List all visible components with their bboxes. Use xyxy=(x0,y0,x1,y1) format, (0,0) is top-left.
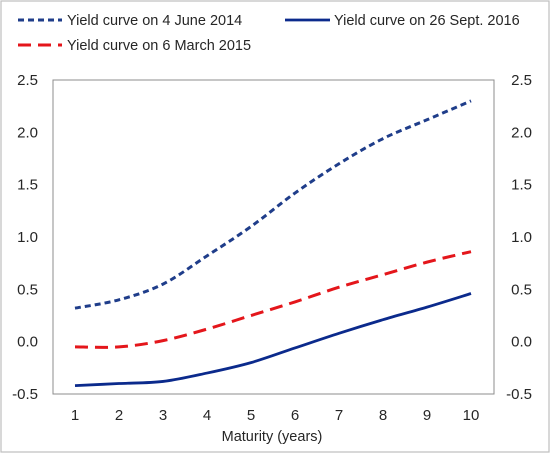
y-axis-left: -0.5 0.0 0.5 1.0 1.5 2.0 2.5 xyxy=(12,72,38,403)
y-tick-left-label: -0.5 xyxy=(12,386,38,403)
x-tick-label: 1 xyxy=(71,407,79,424)
legend-label-series-1: Yield curve on 4 June 2014 xyxy=(67,13,242,29)
series-line-3 xyxy=(74,292,472,388)
x-tick-label: 9 xyxy=(423,407,431,424)
legend-label-series-2: Yield curve on 6 March 2015 xyxy=(67,38,251,54)
y-tick-left-label: 1.0 xyxy=(17,229,38,246)
y-tick-right-label: 0.5 xyxy=(511,281,532,298)
series-line-1 xyxy=(74,99,472,310)
x-axis: 1 2 3 4 5 6 7 8 9 10 xyxy=(71,407,480,424)
y-tick-right-label: -0.5 xyxy=(506,386,532,403)
x-tick-label: 3 xyxy=(159,407,167,424)
x-axis-title: Maturity (years) xyxy=(222,429,323,445)
x-tick-label: 7 xyxy=(335,407,343,424)
y-tick-left-label: 2.0 xyxy=(17,124,38,141)
y-tick-right-label: 0.0 xyxy=(511,334,532,351)
y-tick-right-label: 1.5 xyxy=(511,177,532,194)
legend: Yield curve on 4 June 2014 Yield curve o… xyxy=(18,13,520,54)
y-tick-left-label: 2.5 xyxy=(17,72,38,89)
series-layer xyxy=(74,99,472,388)
plot-area xyxy=(52,79,495,395)
series-line-2 xyxy=(74,250,472,349)
x-tick-label: 6 xyxy=(291,407,299,424)
x-tick-label: 4 xyxy=(203,407,211,424)
x-tick-label: 10 xyxy=(463,407,480,424)
y-tick-left-label: 1.5 xyxy=(17,177,38,194)
y-tick-right-label: 2.5 xyxy=(511,72,532,89)
y-tick-right-label: 1.0 xyxy=(511,229,532,246)
legend-label-series-3: Yield curve on 26 Sept. 2016 xyxy=(334,13,520,29)
x-tick-label: 5 xyxy=(247,407,255,424)
y-tick-left-label: 0.5 xyxy=(17,281,38,298)
x-tick-label: 2 xyxy=(115,407,123,424)
x-tick-label: 8 xyxy=(379,407,387,424)
y-axis-right: -0.5 0.0 0.5 1.0 1.5 2.0 2.5 xyxy=(506,72,532,403)
y-tick-left-label: 0.0 xyxy=(17,334,38,351)
y-tick-right-label: 2.0 xyxy=(511,124,532,141)
